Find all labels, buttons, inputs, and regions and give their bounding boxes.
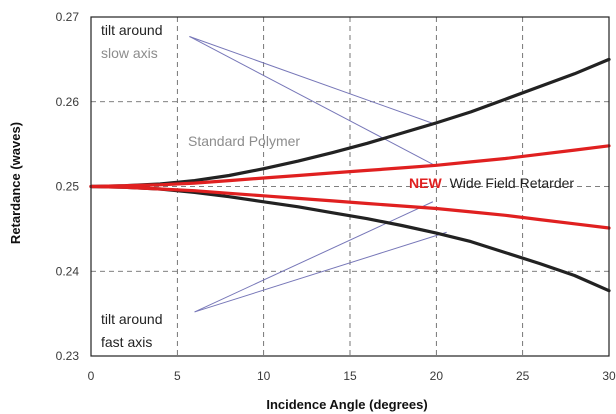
x-tick-label-0: 0 — [88, 369, 95, 383]
annotation-fast-axis-line2: fast axis — [101, 334, 152, 350]
pointer-line-2 — [194, 231, 447, 313]
plot-border — [90, 16, 610, 357]
y-tick-label-2: 0.25 — [56, 180, 80, 194]
series-line-3 — [89, 184, 611, 230]
annotation-wide-field-text: Wide Field Retarder — [450, 175, 575, 191]
x-tick-label-2: 10 — [257, 369, 271, 383]
annotation-standard-polymer: Standard Polymer — [188, 133, 300, 149]
y-tick-label-3: 0.26 — [56, 95, 80, 109]
y-tick-labels: 0.23 0.24 0.25 0.26 0.27 — [56, 10, 80, 363]
x-axis-title: Incidence Angle (degrees) — [266, 397, 427, 412]
x-tick-label-5: 25 — [516, 369, 530, 383]
series-lines — [89, 57, 611, 293]
pointer-line-0 — [189, 36, 437, 126]
annotation-wide-field-retarder: NEW Wide Field Retarder — [409, 175, 574, 191]
pointer-line-3 — [194, 201, 434, 313]
grid-lines — [91, 17, 609, 356]
x-tick-label-4: 20 — [430, 369, 444, 383]
x-tick-label-6: 30 — [602, 369, 616, 383]
pointer-line-1 — [189, 36, 437, 167]
series-line-2 — [89, 144, 611, 189]
annotation-slow-axis-line1: tilt around — [101, 22, 162, 38]
y-tick-label-1: 0.24 — [56, 264, 80, 278]
x-tick-label-3: 15 — [343, 369, 357, 383]
annotation-pointer-lines — [189, 36, 447, 313]
annotation-fast-axis-line1: tilt around — [101, 311, 162, 327]
series-line-0 — [89, 57, 611, 189]
plot-frame — [90, 16, 610, 357]
y-tick-label-0: 0.23 — [56, 349, 80, 363]
x-tick-label-1: 5 — [174, 369, 181, 383]
y-axis-title: Retardance (waves) — [8, 122, 23, 244]
annotation-new-word: NEW — [409, 175, 442, 191]
annotation-slow-axis-line2: slow axis — [101, 45, 158, 61]
x-tick-labels: 0 5 10 15 20 25 30 — [88, 369, 616, 383]
y-tick-label-4: 0.27 — [56, 10, 80, 24]
